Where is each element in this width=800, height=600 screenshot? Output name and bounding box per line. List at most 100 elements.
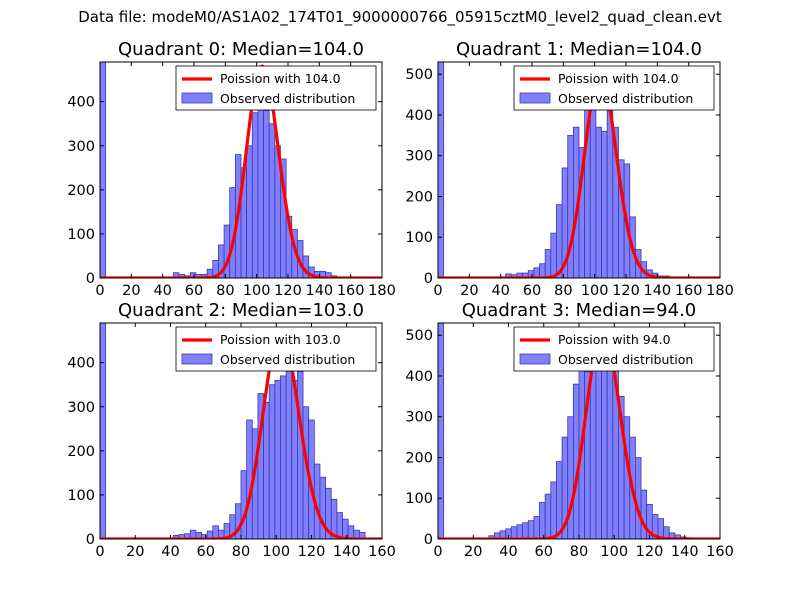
x-tick-label: 20 <box>464 544 482 560</box>
x-tick-label: 60 <box>523 283 541 299</box>
histogram-bar <box>539 501 546 539</box>
histogram-bar <box>100 323 107 539</box>
histogram-bar <box>268 123 276 278</box>
legend-bar-swatch <box>181 92 213 104</box>
histogram-bar <box>342 518 349 539</box>
y-tick-label: 100 <box>67 227 95 243</box>
legend: Poission with 94.0 Observed distribution <box>513 326 715 372</box>
x-tick-label: 140 <box>671 544 699 560</box>
x-tick-label: 60 <box>185 283 203 299</box>
panel-quadrant-1: 0 20 40 60 80 100 120 140 160 1800100200300400500… <box>405 39 734 299</box>
x-tick-label: 40 <box>499 544 517 560</box>
x-tick-label: 100 <box>243 283 271 299</box>
x-tick-label: 140 <box>333 544 361 560</box>
histogram-bar <box>268 384 276 539</box>
legend-label-observed: Observed distribution <box>558 352 693 367</box>
histogram-bar <box>550 481 557 539</box>
histogram-bar <box>438 62 445 278</box>
x-tick-label: 160 <box>706 544 734 560</box>
histogram-bar <box>296 371 304 539</box>
x-tick-label: 120 <box>636 544 664 560</box>
legend-label-poisson: Poission with 103.0 <box>220 332 341 347</box>
histogram-bar <box>438 323 445 539</box>
histogram-bar <box>100 62 107 278</box>
x-tick-label: 160 <box>368 544 396 560</box>
histogram-bar <box>319 476 326 539</box>
legend-bar-swatch <box>181 353 213 365</box>
y-tick-label: 200 <box>67 183 95 199</box>
x-tick-label: 180 <box>368 283 396 299</box>
y-tick-label: 0 <box>424 532 433 548</box>
y-tick-label: 300 <box>405 410 433 426</box>
figure-title: Data file: modeM0/AS1A02_174T01_90000007… <box>78 8 722 26</box>
panel-quadrant-3: 0 20 40 60 80 100 120 140 160 0 100 200 300 400 500 Qua… <box>405 300 734 560</box>
legend-label-poisson: Poission with 94.0 <box>558 332 671 347</box>
histogram-bar <box>336 512 343 539</box>
y-tick-label: 200 <box>67 444 95 460</box>
y-tick-label: 100 <box>405 230 433 246</box>
histogram-bar <box>595 355 602 539</box>
histogram-bar <box>280 375 287 539</box>
histogram-bar <box>212 525 219 539</box>
x-tick-label: 40 <box>153 283 171 299</box>
histogram-bar <box>601 351 608 539</box>
histogram-bar <box>556 204 563 278</box>
y-tick-label: 500 <box>405 328 433 344</box>
histogram-bar <box>533 516 540 539</box>
histogram-bar <box>274 379 281 539</box>
y-tick-label: 200 <box>405 450 433 466</box>
legend-label-observed: Observed distribution <box>220 352 355 367</box>
x-tick-label: 140 <box>305 283 333 299</box>
histogram-bar <box>263 401 270 539</box>
x-tick-label: 60 <box>535 544 553 560</box>
histogram-bar <box>556 461 563 539</box>
panel-title: Quadrant 2: Median=103.0 <box>118 300 364 321</box>
x-tick-label: 80 <box>232 544 250 560</box>
x-tick-label: 120 <box>298 544 326 560</box>
x-tick-label: 100 <box>262 544 290 560</box>
panel-title: Quadrant 1: Median=104.0 <box>456 39 702 60</box>
x-tick-label: 120 <box>612 283 640 299</box>
histogram-bar <box>606 110 614 278</box>
axes-frame <box>99 61 383 279</box>
legend-bar-swatch <box>519 92 551 104</box>
histogram-bar <box>240 470 248 539</box>
y-tick-label: 300 <box>67 139 95 155</box>
y-tick-label: 400 <box>67 95 95 111</box>
y-tick-label: 300 <box>405 149 433 165</box>
x-tick-label: 80 <box>554 283 572 299</box>
legend: Poission with 104.0 Observed distribution <box>513 65 715 111</box>
x-tick-label: 160 <box>337 283 365 299</box>
histogram-bar <box>325 272 332 278</box>
y-tick-label: 500 <box>405 67 433 83</box>
y-tick-label: 100 <box>405 491 433 507</box>
histogram-bar <box>595 126 602 278</box>
x-tick-label: 140 <box>643 283 671 299</box>
histogram-bar <box>516 524 524 539</box>
histogram-bar <box>251 112 259 278</box>
poisson-curve <box>100 329 382 539</box>
histogram-bar <box>544 493 552 539</box>
legend-label-observed: Observed distribution <box>220 91 355 106</box>
y-tick-label: 0 <box>86 532 95 548</box>
histogram-bar <box>510 526 518 539</box>
y-tick-label: 0 <box>424 271 433 287</box>
y-tick-label: 400 <box>405 108 433 124</box>
axes-frame <box>437 61 721 279</box>
legend: Poission with 104.0 Observed distribution <box>175 65 377 111</box>
histogram-bar <box>285 371 293 539</box>
panel-quadrant-0: 0 20 40 60 80 100 120 140 160 1800100200300400Qua… <box>67 39 396 299</box>
y-tick-label: 100 <box>67 488 95 504</box>
histogram-bar <box>550 232 557 278</box>
panel-title: Quadrant 0: Median=104.0 <box>118 39 364 60</box>
legend-box <box>175 326 377 372</box>
y-tick-label: 400 <box>405 369 433 385</box>
histogram-bar <box>347 525 355 539</box>
x-tick-label: 20 <box>122 283 140 299</box>
histogram-bar <box>601 130 608 278</box>
histogram-bar <box>527 520 535 539</box>
y-tick-label: 300 <box>67 400 95 416</box>
histogram-bar <box>522 522 529 539</box>
x-tick-label: 80 <box>216 283 234 299</box>
